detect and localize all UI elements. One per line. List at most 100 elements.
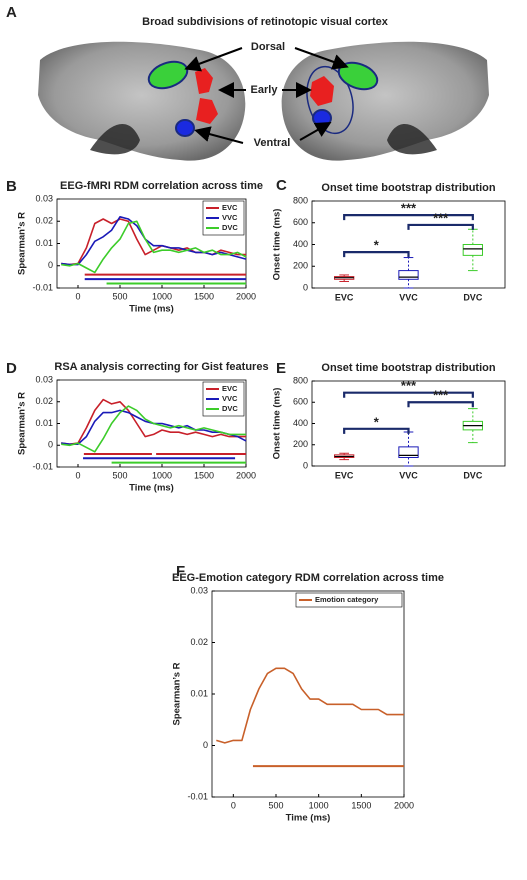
chart-title: EEG-fMRI RDM correlation across time bbox=[60, 180, 263, 192]
significance-stars: *** bbox=[401, 201, 417, 216]
y-tick-label: 0 bbox=[303, 460, 308, 470]
x-tick-label: 1000 bbox=[152, 470, 172, 480]
legend-label: VVC bbox=[222, 213, 238, 222]
x-tick-label: 0 bbox=[75, 291, 80, 301]
chart-title: Onset time bootstrap distribution bbox=[321, 182, 495, 194]
y-tick-label: 200 bbox=[293, 261, 308, 271]
legend-label: VVC bbox=[222, 394, 238, 403]
x-tick-label: 2000 bbox=[394, 800, 414, 810]
arrows bbox=[184, 47, 349, 144]
y-tick-label: 0 bbox=[303, 282, 308, 292]
roi-label: Early bbox=[251, 84, 279, 96]
legend-label: DVC bbox=[222, 404, 238, 413]
y-tick-label: 200 bbox=[293, 439, 308, 449]
significance-stars: *** bbox=[401, 378, 417, 393]
y-tick-label: 600 bbox=[293, 217, 308, 227]
significance-bracket bbox=[407, 223, 474, 230]
y-tick-label: 0.03 bbox=[35, 374, 53, 384]
chart: E Onset time bootstrap distribution 0 200 40… bbox=[272, 360, 506, 480]
significance-stars: *** bbox=[433, 210, 449, 225]
panel-label: F bbox=[176, 563, 185, 580]
legend-label: Emotion category bbox=[315, 595, 379, 604]
significance-bracket bbox=[343, 427, 410, 434]
legend-label: DVC bbox=[222, 223, 238, 232]
ventral-roi bbox=[175, 119, 195, 137]
y-tick-label: -0.01 bbox=[187, 791, 208, 801]
significance-stars: *** bbox=[433, 388, 449, 403]
legend-label: EVC bbox=[222, 203, 238, 212]
right-hemisphere bbox=[281, 41, 489, 161]
series-line bbox=[61, 398, 246, 445]
x-tick-label: 0 bbox=[231, 800, 236, 810]
significance-bracket bbox=[343, 391, 474, 398]
significance-stars: * bbox=[374, 414, 380, 429]
x-tick-label: EVC bbox=[335, 292, 354, 302]
y-axis-label: Spearman’s R bbox=[172, 662, 183, 725]
roi-label: Ventral bbox=[254, 137, 291, 149]
y-tick-label: 0.03 bbox=[35, 193, 53, 203]
y-tick-label: 0.02 bbox=[35, 396, 53, 406]
x-tick-label: 2000 bbox=[236, 291, 256, 301]
x-tick-label: 1500 bbox=[194, 291, 214, 301]
significance-bracket bbox=[407, 401, 474, 408]
box bbox=[462, 244, 483, 256]
x-tick-label: 500 bbox=[268, 800, 283, 810]
significance-bracket bbox=[343, 214, 474, 221]
panel-label: D bbox=[6, 360, 17, 377]
x-tick-label: 1500 bbox=[194, 470, 214, 480]
chart: D RSA analysis correcting for Gist featur… bbox=[6, 360, 269, 494]
chart-title: RSA analysis correcting for Gist feature… bbox=[54, 361, 268, 373]
panel-label: C bbox=[276, 177, 287, 194]
y-tick-label: 0.02 bbox=[35, 216, 53, 226]
x-tick-label: 1000 bbox=[309, 800, 329, 810]
x-axis-label: Time (ms) bbox=[129, 483, 174, 494]
y-tick-label: 0 bbox=[203, 740, 208, 750]
legend-box bbox=[295, 592, 403, 608]
brain-diagram: A Broad subdivisions of retinotopic visu… bbox=[6, 4, 489, 161]
roi-outline bbox=[306, 65, 354, 135]
box bbox=[398, 270, 419, 280]
x-tick-label: DVC bbox=[463, 470, 483, 480]
y-tick-label: 0 bbox=[48, 440, 53, 450]
x-axis-label: Time (ms) bbox=[286, 813, 331, 824]
diagram-title: Broad subdivisions of retinotopic visual… bbox=[142, 16, 389, 28]
y-tick-label: 0.02 bbox=[190, 637, 208, 647]
panel-label: E bbox=[276, 360, 286, 377]
early-roi bbox=[310, 76, 334, 106]
y-tick-label: 0.01 bbox=[190, 688, 208, 698]
chart-title: Onset time bootstrap distribution bbox=[321, 362, 495, 374]
panel-label: A bbox=[6, 4, 17, 21]
x-tick-label: VVC bbox=[399, 292, 418, 302]
series-line bbox=[61, 220, 247, 274]
legend-label: EVC bbox=[222, 384, 238, 393]
y-axis-label: Spearman’s R bbox=[17, 212, 28, 275]
series-line bbox=[61, 216, 247, 266]
y-tick-label: 800 bbox=[293, 195, 308, 205]
x-tick-label: VVC bbox=[399, 470, 418, 480]
chart: C Onset time bootstrap distribution 0 200 40… bbox=[272, 177, 506, 302]
chart-title: EEG-Emotion category RDM correlation acr… bbox=[172, 572, 444, 584]
y-tick-label: 800 bbox=[293, 375, 308, 385]
y-tick-label: -0.01 bbox=[32, 461, 53, 471]
sulcus bbox=[90, 123, 140, 155]
y-tick-label: 0.01 bbox=[35, 418, 53, 428]
y-tick-label: 400 bbox=[293, 418, 308, 428]
y-tick-label: -0.01 bbox=[32, 282, 53, 292]
box bbox=[398, 446, 419, 458]
series-line bbox=[216, 667, 404, 744]
y-axis-label: Onset time (ms) bbox=[272, 209, 283, 281]
significance-bracket bbox=[343, 251, 410, 258]
early-roi bbox=[195, 68, 218, 124]
x-tick-label: 1500 bbox=[351, 800, 371, 810]
series-line bbox=[61, 405, 246, 453]
y-tick-label: 0.01 bbox=[35, 238, 53, 248]
x-tick-label: 0 bbox=[75, 470, 80, 480]
y-tick-label: 0.03 bbox=[190, 585, 208, 595]
significance-stars: * bbox=[374, 238, 380, 253]
x-tick-label: 1000 bbox=[152, 291, 172, 301]
y-axis-label: Spearman’s R bbox=[17, 392, 28, 455]
x-tick-label: 2000 bbox=[236, 470, 256, 480]
